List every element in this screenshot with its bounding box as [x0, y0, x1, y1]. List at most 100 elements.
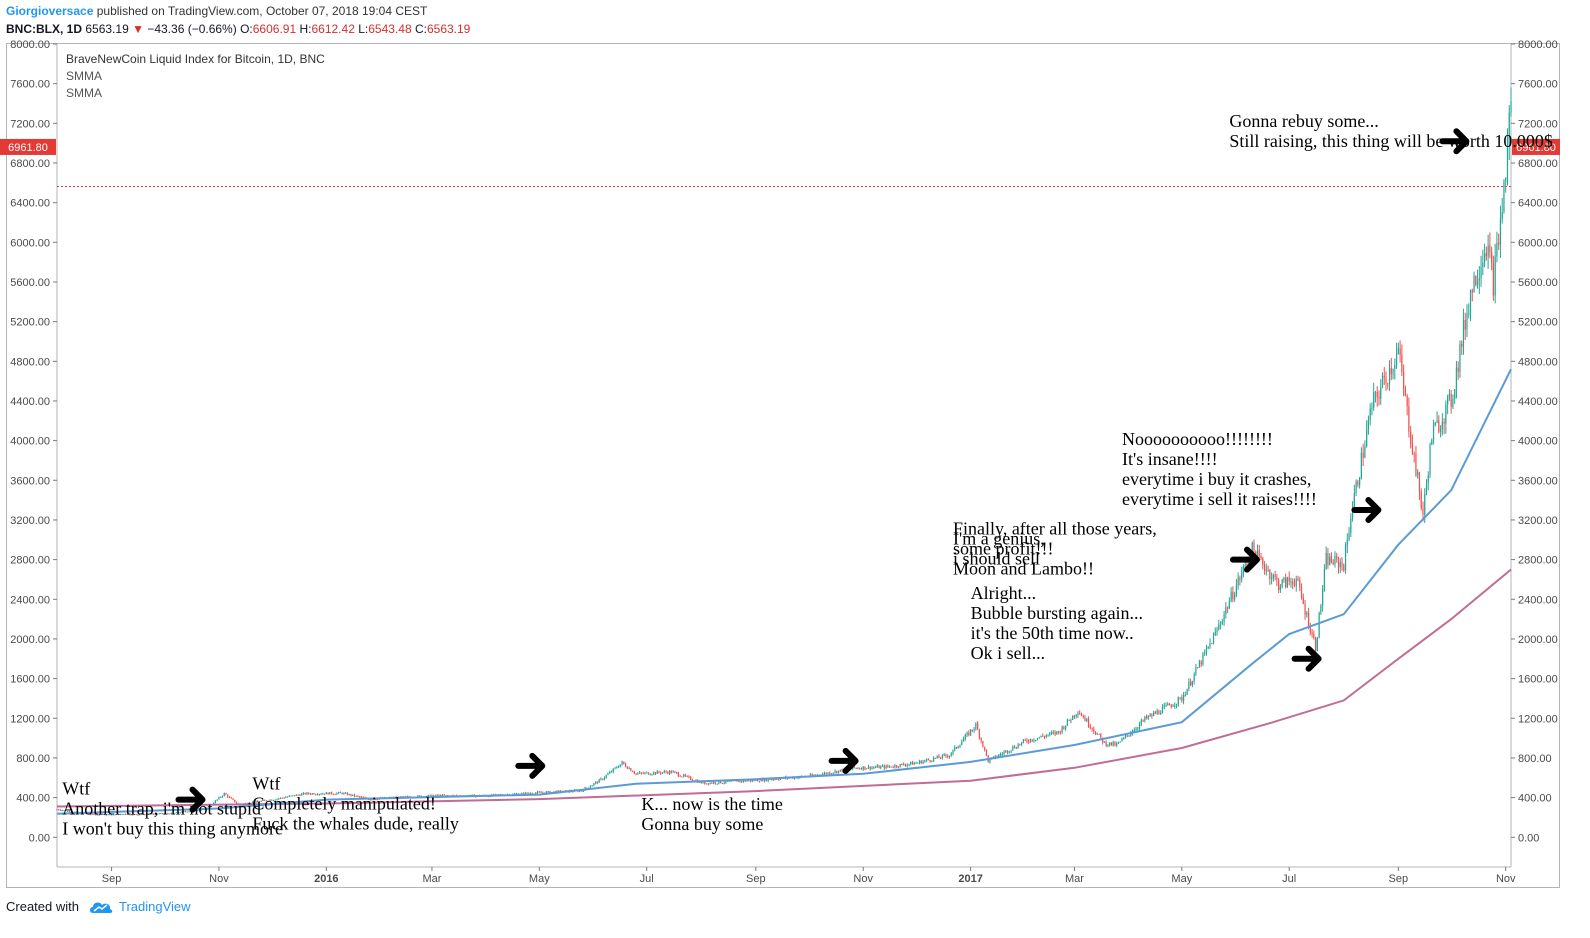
candle-body: [1063, 726, 1065, 729]
candle-body: [1244, 564, 1246, 566]
candle-body: [1306, 612, 1308, 615]
candle-body: [1380, 387, 1382, 399]
candle-body: [343, 792, 345, 794]
candle-body: [1066, 719, 1069, 726]
candle-body: [1325, 553, 1327, 570]
y-tick-label-left: 1600.00: [10, 674, 50, 686]
candle-body: [1394, 365, 1396, 369]
candle-body: [823, 772, 826, 774]
candle-body: [112, 814, 114, 816]
candle-body: [105, 814, 107, 816]
right-arrow-icon: [1291, 645, 1322, 672]
candle-body: [654, 772, 657, 774]
author-link[interactable]: Giorgioversace: [6, 4, 94, 18]
candle-body: [371, 799, 373, 801]
candle-body: [1156, 710, 1158, 714]
y-tick-label-left: 2400.00: [10, 594, 50, 606]
candle-body: [883, 765, 885, 769]
candle-body: [253, 802, 255, 804]
candle-body: [624, 763, 627, 767]
candle-body: [1489, 245, 1491, 252]
price-tag-label-right: 6961.80: [1516, 142, 1556, 154]
y-tick-label-left: 3200.00: [10, 515, 50, 527]
candle-body: [688, 776, 690, 778]
candle-body: [56, 809, 58, 811]
candle-body: [864, 766, 866, 770]
candle-body: [1061, 726, 1063, 733]
y-tick-label-left: 8000.00: [10, 39, 50, 51]
candle-body: [1468, 313, 1470, 315]
candle-body: [952, 749, 954, 754]
candle-body: [302, 792, 305, 794]
candle-body: [616, 767, 618, 769]
annotation-finally-profit: Finally, after all those years,some prof…: [953, 518, 1157, 578]
candle-body: [709, 782, 711, 785]
candle-body: [142, 813, 144, 815]
candle-body: [1100, 734, 1102, 738]
candle-body: [313, 793, 315, 795]
candle-body: [294, 795, 296, 797]
candle-body: [1487, 245, 1489, 257]
y-tick-label-left: 2800.00: [10, 555, 50, 567]
candle-body: [447, 795, 449, 797]
candle-body: [1381, 375, 1384, 388]
candle-body: [1279, 586, 1282, 590]
candle-body: [1464, 320, 1466, 330]
candle-body: [586, 787, 588, 789]
candle-body: [746, 780, 748, 782]
candle-body: [181, 811, 183, 813]
candle-body: [1070, 719, 1072, 721]
arrow-shape: [1230, 546, 1260, 573]
candle-body: [1105, 741, 1107, 746]
candle-body: [1332, 562, 1334, 565]
candle-body: [438, 795, 440, 797]
annotation-line: it's the 50th time now..: [971, 623, 1134, 643]
candle-body: [1425, 482, 1428, 494]
x-tick-label: Sep: [102, 873, 122, 885]
candle-body: [292, 795, 294, 797]
candle-body: [265, 800, 268, 802]
candle-body: [133, 814, 136, 816]
candle-body: [1281, 579, 1283, 587]
candle-body: [301, 793, 303, 796]
candle-body: [915, 762, 917, 764]
candle-body: [95, 814, 97, 816]
candle-body: [1260, 555, 1262, 559]
candle-body: [702, 782, 704, 784]
candle-body: [299, 794, 301, 796]
candle-body: [114, 814, 116, 816]
candle-body: [288, 795, 290, 797]
candle-body: [656, 771, 658, 774]
candle-body: [220, 796, 222, 798]
candle-body: [924, 760, 926, 762]
candle-body: [119, 814, 121, 816]
candle-body: [209, 805, 211, 808]
candle-body: [1392, 368, 1394, 375]
y-tick-label-right: 6400.00: [1518, 198, 1558, 210]
x-tick-label: Mar: [1065, 873, 1084, 885]
price-tag-left: [0, 138, 56, 155]
candle-body: [772, 779, 775, 781]
candle-body: [1179, 697, 1181, 699]
candle-body: [1054, 732, 1056, 735]
y-tick-label-left: 1200.00: [10, 713, 50, 725]
candle-body: [1138, 723, 1141, 728]
candle-body: [1021, 742, 1023, 745]
candle-body: [1469, 290, 1472, 314]
candle-body: [751, 779, 753, 782]
candle-body: [536, 791, 539, 793]
candle-body: [1133, 729, 1135, 733]
candle-body: [1272, 574, 1274, 578]
candle-body: [827, 772, 829, 774]
candle-body: [1491, 251, 1493, 264]
smma-slow-line: [56, 568, 1512, 808]
candle-body: [776, 779, 778, 781]
tradingview-link[interactable]: TradingView: [118, 899, 191, 914]
candle-body: [322, 793, 324, 795]
candle-body: [748, 780, 750, 782]
candle-body: [631, 771, 634, 773]
price-chart[interactable]: 0.00 0.00 400.00 400.00 800.00 800.00 1200.00 1…: [0, 0, 1590, 895]
candle-body: [681, 776, 683, 778]
candle-body: [345, 792, 347, 794]
candle-body: [1036, 738, 1039, 740]
